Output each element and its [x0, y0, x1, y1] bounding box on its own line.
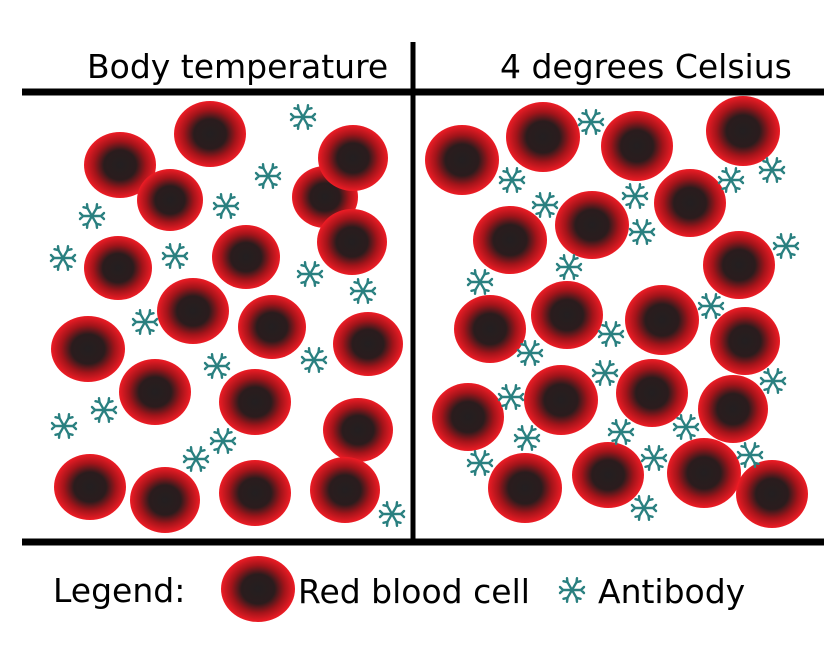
red-blood-cell: [212, 225, 280, 289]
red-blood-cell: [601, 111, 673, 181]
antibody: [597, 321, 625, 347]
red-blood-cell: [310, 457, 380, 523]
header-body-temperature: Body temperature: [87, 47, 388, 86]
antibody: [466, 450, 494, 476]
red-blood-cell: [219, 460, 291, 526]
red-blood-cell-icon: [221, 556, 295, 622]
red-blood-cell: [323, 398, 393, 462]
red-blood-cell: [572, 442, 644, 508]
red-blood-cell: [318, 125, 388, 191]
antibody: [300, 347, 328, 373]
antibody: [212, 192, 240, 220]
antibody: [758, 156, 786, 184]
red-blood-cell: [119, 359, 191, 425]
antibody: [772, 232, 800, 259]
antibody: [672, 414, 700, 440]
red-blood-cell: [137, 169, 203, 231]
red-blood-cell: [736, 460, 808, 528]
antibody: [466, 269, 494, 295]
left-panel-cells: [51, 101, 403, 533]
red-blood-cell: [616, 359, 688, 427]
antibody: [131, 309, 159, 335]
antibody: [78, 202, 106, 230]
antibody: [254, 162, 282, 190]
antibody: [759, 368, 787, 394]
legend-title: Legend:: [53, 571, 185, 610]
antibody: [498, 166, 526, 194]
antibody: [182, 446, 210, 472]
antibody: [296, 261, 324, 287]
red-blood-cell: [710, 307, 780, 375]
antibody: [630, 495, 658, 521]
antibody: [90, 397, 118, 423]
red-blood-cell: [531, 281, 603, 349]
antibody: [555, 253, 583, 280]
legend-antibody-label: Antibody: [598, 572, 745, 611]
red-blood-cell: [625, 285, 699, 355]
antibody: [736, 442, 764, 468]
red-blood-cell: [506, 102, 580, 172]
legend-red-blood-cell-label: Red blood cell: [298, 572, 530, 611]
right-panel-cells: [425, 96, 808, 528]
red-blood-cell: [555, 191, 629, 259]
red-blood-cell: [219, 369, 291, 435]
red-blood-cell: [698, 375, 768, 443]
antibody: [577, 108, 605, 136]
red-blood-cell: [130, 467, 200, 533]
antibody: [531, 191, 559, 219]
red-blood-cell: [84, 132, 156, 198]
antibody: [513, 425, 541, 451]
red-blood-cell: [524, 365, 598, 435]
red-blood-cell: [54, 454, 126, 520]
antibody: [209, 428, 237, 454]
antibody: [591, 360, 619, 386]
antibody: [349, 278, 377, 304]
red-blood-cell: [425, 125, 499, 195]
antibody: [697, 293, 725, 319]
red-blood-cell: [84, 236, 152, 300]
antibody-icon: [558, 577, 586, 603]
antibody: [628, 218, 656, 246]
red-blood-cell: [667, 438, 741, 508]
red-blood-cell: [333, 312, 403, 376]
red-blood-cell: [488, 453, 562, 523]
red-blood-cell: [454, 295, 526, 363]
antibody: [607, 419, 635, 445]
antibody: [50, 413, 78, 439]
red-blood-cell: [238, 295, 306, 359]
header-4-degrees-celsius: 4 degrees Celsius: [500, 47, 792, 86]
antibody: [621, 182, 649, 210]
antibody: [49, 244, 77, 271]
antibody: [497, 384, 525, 410]
red-blood-cell: [473, 206, 547, 274]
antibody: [640, 445, 668, 471]
antibody: [289, 103, 317, 131]
red-blood-cell: [157, 278, 229, 344]
antibody: [516, 340, 544, 366]
antibody: [161, 242, 189, 269]
antibody: [378, 501, 406, 527]
red-blood-cell: [654, 169, 726, 237]
red-blood-cell: [703, 231, 775, 299]
red-blood-cell: [317, 209, 387, 275]
red-blood-cell: [432, 383, 504, 451]
antibody: [203, 353, 231, 379]
red-blood-cell: [174, 101, 246, 167]
red-blood-cell: [51, 316, 125, 382]
red-blood-cell: [706, 96, 780, 166]
antibody: [717, 166, 745, 194]
